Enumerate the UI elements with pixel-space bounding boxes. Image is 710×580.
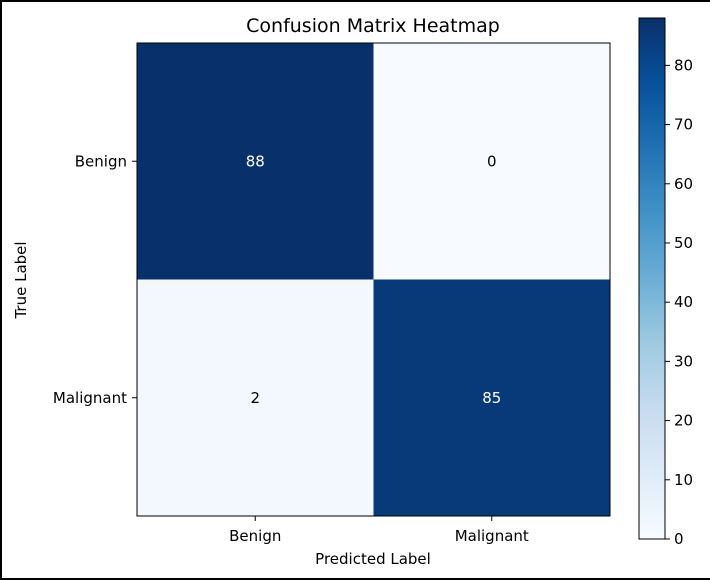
- colorbar: [638, 17, 666, 540]
- x-axis-ticks: Benign Malignant: [229, 516, 529, 545]
- colorbar-tick-label: 70: [674, 116, 693, 134]
- colorbar-tick-label: 80: [674, 56, 693, 74]
- colorbar-tick-label: 20: [674, 412, 693, 430]
- x-tick-label: Benign: [229, 527, 281, 545]
- y-tick-label: Malignant: [53, 389, 127, 407]
- colorbar-tick-label: 0: [674, 530, 684, 548]
- colorbar-tick-label: 60: [674, 175, 693, 193]
- colorbar-ticks: 0 10 20 30 40 50 60 70 80: [665, 56, 693, 548]
- y-axis-ticks: Benign Malignant: [53, 152, 137, 407]
- colorbar-tick-label: 50: [674, 234, 693, 252]
- heatmap-cell: [137, 43, 374, 280]
- heatmap-cells: [137, 43, 610, 516]
- cell-value-labels: 88 0 2 85: [246, 152, 502, 407]
- y-tick-label: Benign: [75, 152, 127, 170]
- plot-area-border: [136, 42, 611, 517]
- colorbar-tick-label: 10: [674, 471, 693, 489]
- x-axis-label: Predicted Label: [315, 550, 431, 568]
- heatmap-cell: [373, 43, 610, 280]
- chart-title: Confusion Matrix Heatmap: [246, 15, 500, 37]
- cell-value-label: 88: [246, 152, 265, 170]
- colorbar-tick-label: 30: [674, 352, 693, 370]
- cell-value-label: 0: [487, 152, 497, 170]
- heatmap-cell: [373, 279, 610, 516]
- cell-value-label: 2: [250, 389, 260, 407]
- y-axis-label: True Label: [12, 241, 30, 319]
- x-tick-label: Malignant: [455, 527, 529, 545]
- heatmap-cell: [137, 279, 374, 516]
- colorbar-tick-label: 40: [674, 293, 693, 311]
- cell-value-label: 85: [482, 389, 501, 407]
